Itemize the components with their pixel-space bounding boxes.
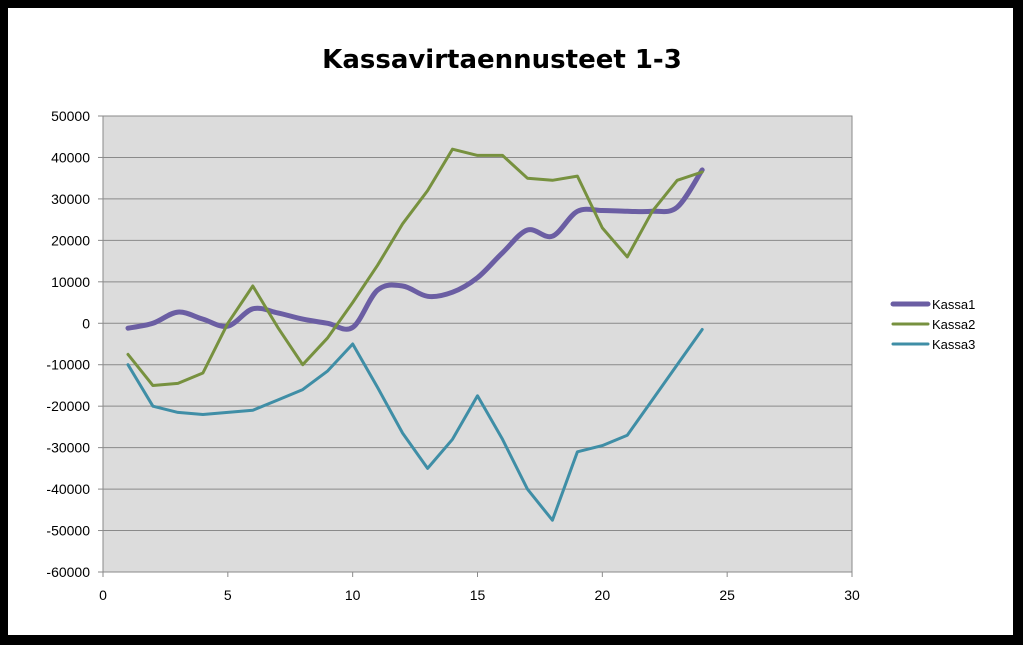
x-tick-label: 30 (844, 587, 860, 603)
series-line-kassa2 (126, 147, 704, 387)
y-tick-label: 40000 (51, 149, 90, 165)
x-tick-label: 0 (99, 587, 107, 603)
y-tick-label: -10000 (46, 357, 90, 373)
plot-area (102, 115, 853, 573)
y-tick-label: -60000 (46, 564, 90, 580)
x-tick-label: 5 (224, 587, 232, 603)
chart-title: Kassavirtaennusteet 1-3 (322, 45, 682, 75)
y-tick-label: -40000 (46, 481, 90, 497)
y-tick-label: -50000 (46, 523, 90, 539)
y-tick-label: 20000 (51, 232, 90, 248)
y-tick-label: -20000 (46, 398, 90, 414)
axes: 50000 40000 30000 20000 10000 0 -10000 -20000 -3… (46, 108, 860, 603)
series-line-kassa3 (126, 328, 704, 522)
y-tick-label: 50000 (51, 108, 90, 124)
x-tick-label: 20 (595, 587, 611, 603)
gridlines (103, 115, 852, 573)
legend-label-kassa3: Kassa3 (932, 337, 975, 352)
x-tick-label: 10 (345, 587, 361, 603)
y-tick-label: 30000 (51, 191, 90, 207)
x-tick-label: 15 (470, 587, 486, 603)
y-tick-label: 0 (82, 315, 90, 331)
series-lines (125, 147, 705, 522)
legend-label-kassa1: Kassa1 (932, 297, 975, 312)
y-tick-label: -30000 (46, 440, 90, 456)
y-tick-label: 10000 (51, 274, 90, 290)
x-tick-label: 25 (719, 587, 735, 603)
legend: Kassa1 Kassa2 Kassa3 (890, 297, 975, 352)
legend-label-kassa2: Kassa2 (932, 317, 975, 332)
